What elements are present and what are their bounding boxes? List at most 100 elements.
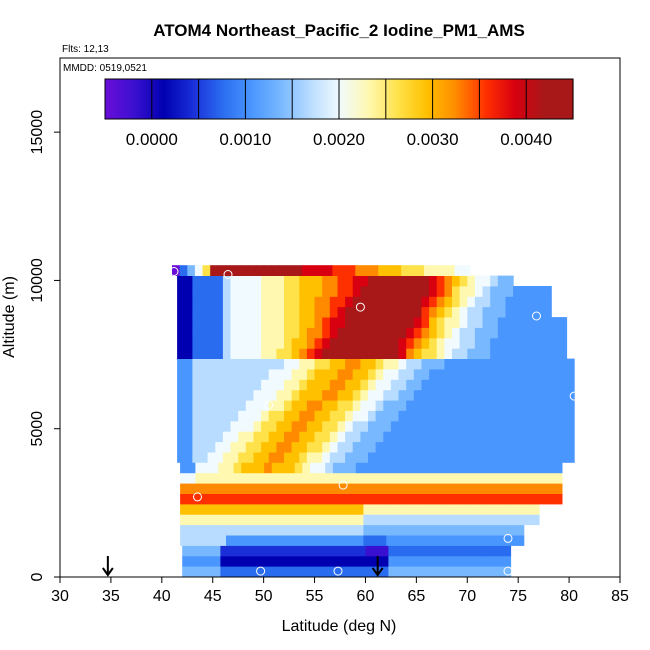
heatmap-cell	[413, 379, 422, 391]
heatmap-cell	[505, 337, 514, 349]
heatmap-cell	[184, 441, 193, 453]
heatmap-cell	[459, 410, 468, 422]
heatmap-cell	[340, 535, 349, 546]
heatmap-cell	[497, 410, 506, 422]
heatmap-cell	[294, 535, 303, 546]
heatmap-cell	[291, 369, 300, 380]
heatmap-cell	[222, 389, 232, 401]
heatmap-cell	[350, 566, 359, 577]
heatmap-cell	[215, 306, 224, 318]
heatmap-cell	[500, 462, 510, 474]
heatmap-cell	[429, 441, 438, 453]
colorbar-tick-label: 0.0000	[126, 130, 178, 149]
heatmap-cell	[362, 265, 372, 276]
heatmap-cell	[368, 452, 377, 463]
heatmap-cell	[406, 286, 415, 297]
heatmap-cell	[371, 493, 380, 505]
heatmap-cell	[345, 327, 354, 339]
heatmap-cell	[418, 555, 428, 567]
heatmap-cell	[289, 566, 298, 577]
heatmap-cell	[439, 524, 448, 536]
heatmap-cell	[210, 483, 219, 494]
heatmap-cell	[200, 400, 209, 411]
heatmap-cell	[352, 452, 361, 463]
heatmap-cell	[459, 431, 468, 443]
heatmap-cell	[390, 275, 400, 287]
heatmap-cell	[314, 358, 323, 370]
heatmap-cell	[500, 483, 510, 494]
heatmap-cell	[401, 503, 410, 515]
heatmap-cell	[439, 535, 448, 546]
heatmap-cell	[294, 265, 303, 276]
heatmap-cell	[406, 420, 415, 432]
heatmap-cell	[508, 483, 517, 494]
heatmap-cell	[291, 275, 300, 287]
heatmap-cell	[192, 400, 201, 411]
heatmap-cell	[467, 369, 476, 380]
heatmap-cell	[337, 348, 346, 359]
heatmap-cell	[516, 493, 525, 505]
heatmap-cell	[264, 514, 273, 526]
heatmap-cell	[230, 369, 239, 380]
heatmap-cell	[203, 472, 212, 484]
heatmap-cell	[436, 369, 445, 380]
heatmap-cell	[543, 369, 552, 380]
heatmap-cell	[472, 545, 481, 557]
heatmap-cell	[222, 452, 232, 463]
heatmap-cell	[485, 472, 494, 484]
heatmap-cell	[287, 483, 296, 494]
heatmap-cell	[184, 337, 193, 349]
heatmap-cell	[536, 286, 545, 297]
heatmap-cell	[536, 389, 545, 401]
heatmap-cell	[345, 348, 354, 359]
heatmap-cell	[470, 483, 479, 494]
heatmap-cell	[184, 358, 193, 370]
heatmap-cell	[250, 566, 260, 577]
heatmap-cell	[490, 452, 499, 463]
heatmap-cell	[348, 503, 357, 515]
heatmap-cell	[177, 296, 186, 308]
heatmap-cell	[390, 337, 400, 349]
heatmap-cell	[245, 337, 254, 349]
heatmap-cell	[230, 348, 239, 359]
heatmap-cell	[352, 275, 361, 287]
heatmap-cell	[487, 545, 496, 557]
heatmap-cell	[360, 348, 369, 359]
heatmap-cell	[276, 452, 285, 463]
heatmap-cell	[378, 514, 387, 526]
heatmap-cell	[497, 327, 506, 339]
colorbar-swatch	[251, 79, 282, 119]
heatmap-cell	[403, 545, 412, 557]
heatmap-cell	[291, 286, 300, 297]
heatmap-cell	[350, 545, 359, 557]
heatmap-cell	[478, 483, 487, 494]
heatmap-cell	[467, 327, 476, 339]
heatmap-cell	[398, 358, 407, 370]
heatmap-cell	[390, 348, 400, 359]
heatmap-cell	[444, 327, 453, 339]
sample-circle	[169, 267, 179, 276]
heatmap-cell	[360, 317, 369, 328]
heatmap-cell	[513, 431, 522, 443]
colorbar-swatch	[514, 79, 545, 119]
heatmap-cell	[467, 379, 476, 391]
heatmap-cell	[294, 472, 303, 484]
heatmap-cell	[352, 441, 361, 453]
heatmap-cell	[383, 286, 392, 297]
heatmap-cell	[398, 452, 407, 463]
heatmap-cell	[493, 493, 502, 505]
heatmap-cell	[368, 337, 377, 349]
heatmap-cell	[505, 410, 514, 422]
heatmap-cell	[329, 337, 338, 349]
heatmap-cell	[390, 389, 400, 401]
heatmap-cell	[375, 286, 384, 297]
heatmap-cell	[325, 472, 334, 484]
heatmap-cell	[528, 379, 537, 391]
heatmap-cell	[520, 379, 529, 391]
heatmap-cell	[497, 379, 506, 391]
heatmap-cell	[230, 275, 239, 287]
colorbar-swatch	[368, 79, 399, 119]
heatmap-cell	[505, 431, 514, 443]
heatmap-cell	[467, 348, 476, 359]
heatmap-cell	[304, 566, 313, 577]
